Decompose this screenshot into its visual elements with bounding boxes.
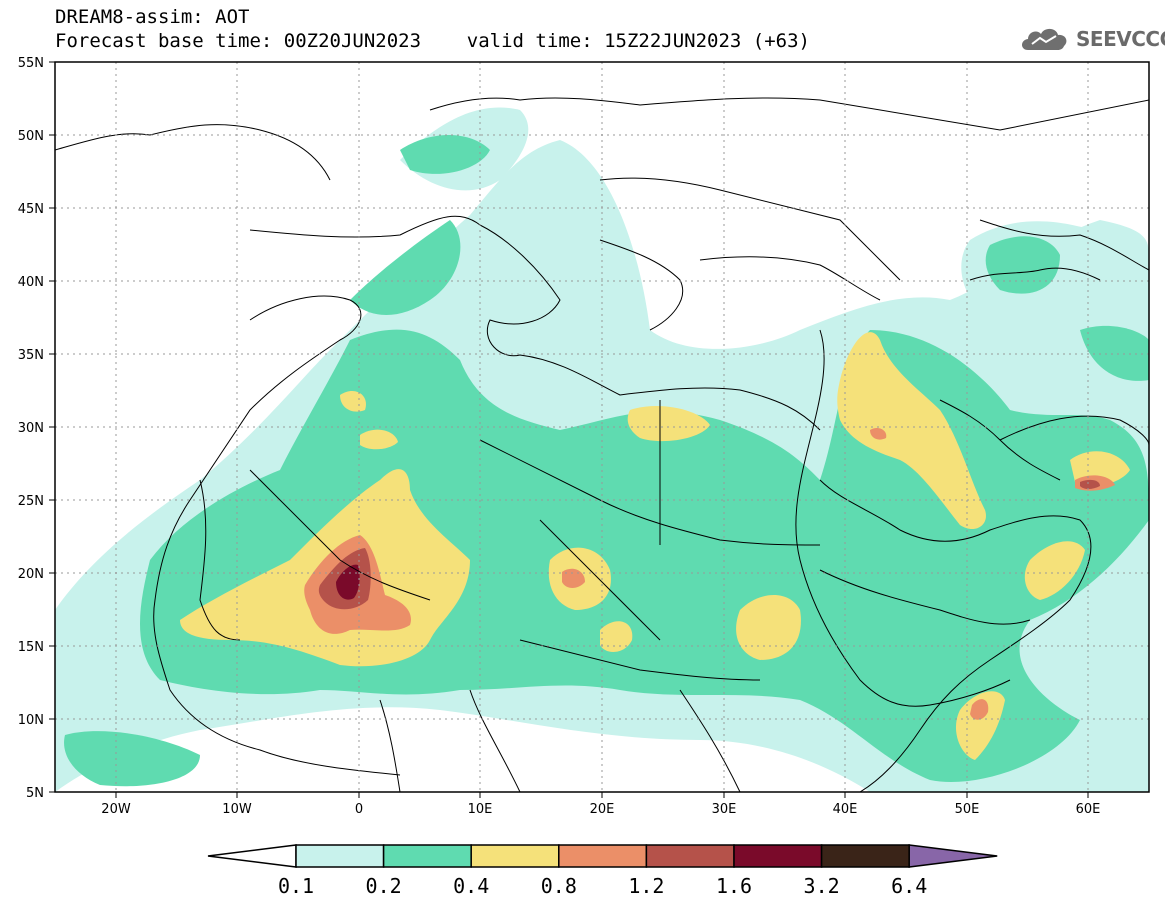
cloud-icon (1022, 28, 1067, 50)
lat-tick-label: 50N (18, 129, 44, 144)
lon-axis: 20W 10W 0 10E 20E 30E 40E 50E 60E (101, 802, 1100, 817)
map-title: DREAM8-assim: AOT (55, 6, 250, 28)
lon-tick-label: 20E (590, 802, 615, 817)
colorbar-segment (295, 844, 385, 868)
tick-marks (49, 61, 1089, 798)
lon-tick-label: 40E (833, 802, 858, 817)
lat-tick-label: 25N (18, 494, 44, 509)
aot-level-1.6 (336, 564, 360, 600)
forecast-time-line: Forecast base time: 00Z20JUN2023 valid t… (55, 30, 810, 52)
colorbar-label: 0.4 (453, 874, 489, 898)
lat-tick-label: 45N (18, 202, 44, 217)
lon-tick-label: 0 (355, 802, 363, 817)
colorbar-segment (558, 844, 648, 868)
lat-tick-label: 20N (18, 567, 44, 582)
colorbar-segment (645, 844, 735, 868)
lat-tick-label: 10N (18, 713, 44, 728)
lat-axis: 55N 50N 45N 40N 35N 30N 25N 20N 15N 10N … (18, 56, 44, 801)
colorbar-segment (470, 844, 560, 868)
colorbar-over-arrow (908, 844, 998, 868)
logo-text: SEEVCCC (1076, 27, 1165, 51)
colorbar-segment (382, 844, 472, 868)
lon-tick-label: 20W (101, 802, 131, 817)
gridlines (55, 62, 1149, 792)
lon-tick-label: 50E (955, 802, 980, 817)
colorbar-label: 0.2 (366, 874, 402, 898)
colorbar-label: 3.2 (804, 874, 840, 898)
colorbar-under-arrow (207, 844, 297, 868)
lat-tick-label: 40N (18, 275, 44, 290)
colorbar: 0.1 0.2 0.4 0.8 1.2 1.6 3.2 6.4 (207, 844, 998, 898)
colorbar-segment (733, 844, 823, 868)
lon-tick-label: 10W (222, 802, 252, 817)
colorbar-label: 0.8 (541, 874, 577, 898)
lat-tick-label: 35N (18, 348, 44, 363)
lon-tick-label: 10E (468, 802, 493, 817)
colorbar-label: 1.6 (716, 874, 752, 898)
lat-tick-label: 55N (18, 56, 44, 71)
seevccc-logo: SEEVCCC (1018, 24, 1165, 54)
colorbar-label: 0.1 (278, 874, 314, 898)
colorbar-label: 1.2 (628, 874, 664, 898)
coastlines (55, 97, 1149, 792)
lat-tick-label: 15N (18, 640, 44, 655)
lon-tick-label: 60E (1076, 802, 1101, 817)
colorbar-label: 6.4 (891, 874, 927, 898)
lat-tick-label: 5N (26, 786, 44, 801)
colorbar-segment (820, 844, 910, 868)
lat-tick-label: 30N (18, 421, 44, 436)
lon-tick-label: 30E (712, 802, 737, 817)
